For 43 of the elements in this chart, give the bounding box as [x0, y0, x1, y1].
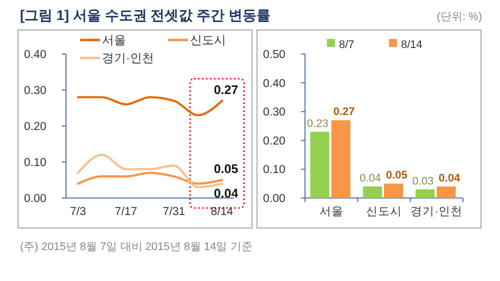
legend-label: 8/14: [401, 38, 422, 51]
data-label: 0.27: [214, 82, 238, 97]
x-tick-label: 7/31: [162, 206, 186, 218]
data-label: 0.04: [438, 172, 461, 184]
x-tick-label: 7/3: [70, 206, 86, 218]
data-label: 0.04: [360, 172, 381, 184]
legend-label: 서울: [102, 33, 126, 48]
data-label: 0.05: [386, 170, 408, 182]
data-label: 0.27: [333, 106, 355, 118]
x-tick-label: 신도시: [366, 206, 402, 218]
x-tick-label: 서울: [319, 206, 344, 218]
legend-label: 신도시: [190, 33, 226, 48]
bar: [436, 186, 456, 198]
y-tick-label: 0.00: [263, 193, 286, 206]
data-label: 0.04: [214, 186, 238, 201]
data-label: 0.03: [412, 175, 434, 188]
line-series: [76, 96, 224, 116]
line-series: [76, 172, 224, 185]
data-label: 0.23: [306, 118, 328, 130]
data-label: 0.05: [214, 162, 238, 176]
chart-title: [그림 1] 서울 수도권 전셋값 주간 변동률: [20, 7, 270, 23]
y-tick-label: 0.20: [263, 135, 286, 148]
y-tick-label: 0.20: [24, 121, 46, 134]
text: (단위: %): [436, 11, 482, 23]
bar: [416, 189, 435, 198]
x-tick-label: 8/14: [210, 206, 234, 218]
y-tick-label: 0.50: [263, 49, 286, 62]
x-tick-label: 경기·인천: [410, 206, 463, 218]
legend-label: 8/7: [339, 38, 354, 51]
y-tick-label: 0.40: [263, 78, 286, 90]
legend-label: 경기·인천: [102, 51, 154, 66]
bar: [331, 120, 350, 198]
bar: [362, 186, 382, 198]
bar: [310, 132, 330, 198]
y-tick-label: 0.10: [263, 164, 286, 176]
y-tick-label: 0.30: [24, 85, 46, 98]
text: (주) 2015년 8월 7일 대비 2015년 8월 14일 기준: [20, 241, 252, 253]
y-tick-label: 0.00: [24, 193, 46, 206]
y-tick-label: 0.10: [24, 157, 46, 170]
y-tick-label: 0.40: [24, 49, 46, 62]
bar: [384, 184, 404, 198]
y-tick-label: 0.30: [263, 106, 286, 119]
x-tick-label: 7/17: [114, 206, 138, 218]
